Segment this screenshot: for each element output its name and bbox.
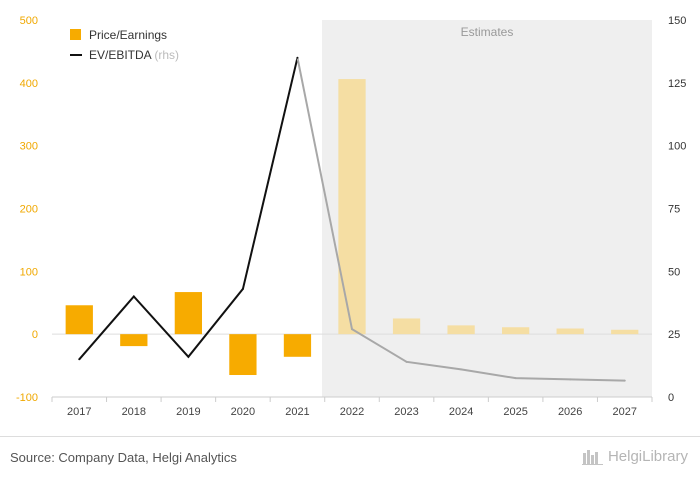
y-left-tick-label: 0 [32,329,38,341]
point-ev-ebitda-2025 [514,377,517,380]
legend-label-ev-ebitda: EV/EBITDA (rhs) [89,48,179,62]
line-series [78,56,626,382]
x-tick-label-2020: 2020 [231,406,255,418]
y-right-tick-label: 150 [668,15,686,27]
bar-price-earnings-2021 [283,334,312,357]
bar-series [65,79,639,376]
brand-logo: HelgiLibrary [581,448,688,465]
point-ev-ebitda-2020 [241,287,244,290]
x-tick-label-2022: 2022 [340,406,364,418]
y-right-tick-label: 125 [668,78,686,90]
x-tick-label-2018: 2018 [122,406,146,418]
brand-name: HelgiLibrary [607,448,688,465]
bar-price-earnings-2018 [120,334,148,347]
bar-price-earnings-2026 [556,328,584,335]
y-axis-right: 150 125 100 75 50 25 0 [668,15,686,404]
point-ev-ebitda-2021 [296,56,299,59]
y-right-tick-label: 0 [668,392,674,404]
y-axis-left: 500 400 300 200 100 0 -100 [16,15,38,404]
x-tick-label-2024: 2024 [449,406,473,418]
bar-price-earnings-2017 [65,305,93,335]
y-left-tick-label: -100 [16,392,38,404]
x-tick-label-2019: 2019 [176,406,200,418]
legend-label-price-earnings: Price/Earnings [89,28,167,42]
x-tick-label-2021: 2021 [285,406,309,418]
x-tick-label-2026: 2026 [558,406,582,418]
y-left-tick-label: 400 [20,78,38,90]
bar-price-earnings-2025 [502,327,530,335]
footer-divider [0,436,700,437]
y-right-tick-label: 75 [668,204,680,216]
y-right-tick-label: 100 [668,141,686,153]
y-left-tick-label: 300 [20,141,38,153]
estimates-label: Estimates [461,25,514,39]
legend-label-ev-ebitda-name: EV/EBITDA [89,48,152,62]
point-ev-ebitda-2018 [132,295,135,298]
point-ev-ebitda-2023 [405,360,408,363]
legend-swatch-price-earnings [70,29,81,40]
legend-label-rhs-note: (rhs) [154,48,179,62]
point-ev-ebitda-2026 [569,378,572,381]
source-note: Source: Company Data, Helgi Analytics [10,450,237,465]
x-tick-label-2027: 2027 [612,406,636,418]
x-tick-label-2023: 2023 [394,406,418,418]
bar-price-earnings-2022 [338,79,366,335]
point-ev-ebitda-2027 [623,379,626,382]
bar-price-earnings-2020 [229,334,257,376]
bar-price-earnings-2023 [392,318,421,335]
x-tick-label-2017: 2017 [67,406,91,418]
point-ev-ebitda-2019 [187,355,190,358]
y-left-tick-label: 100 [20,266,38,278]
y-left-tick-label: 200 [20,204,38,216]
library-icon [581,449,603,465]
y-right-tick-label: 50 [668,266,680,278]
y-right-tick-label: 25 [668,329,680,341]
point-ev-ebitda-2017 [78,358,81,361]
y-left-tick-label: 500 [20,15,38,27]
point-ev-ebitda-2024 [460,368,463,371]
x-axis: 2017 2018 2019 2020 2021 2022 2023 2024 2025 2026… [51,396,653,418]
x-tick-label-2025: 2025 [503,406,527,418]
point-ev-ebitda-2022 [351,328,353,331]
legend: Price/Earnings EV/EBITDA (rhs) [70,28,179,62]
bar-price-earnings-2027 [611,329,639,335]
bar-price-earnings-2019 [174,292,202,335]
bar-price-earnings-2024 [447,325,475,335]
